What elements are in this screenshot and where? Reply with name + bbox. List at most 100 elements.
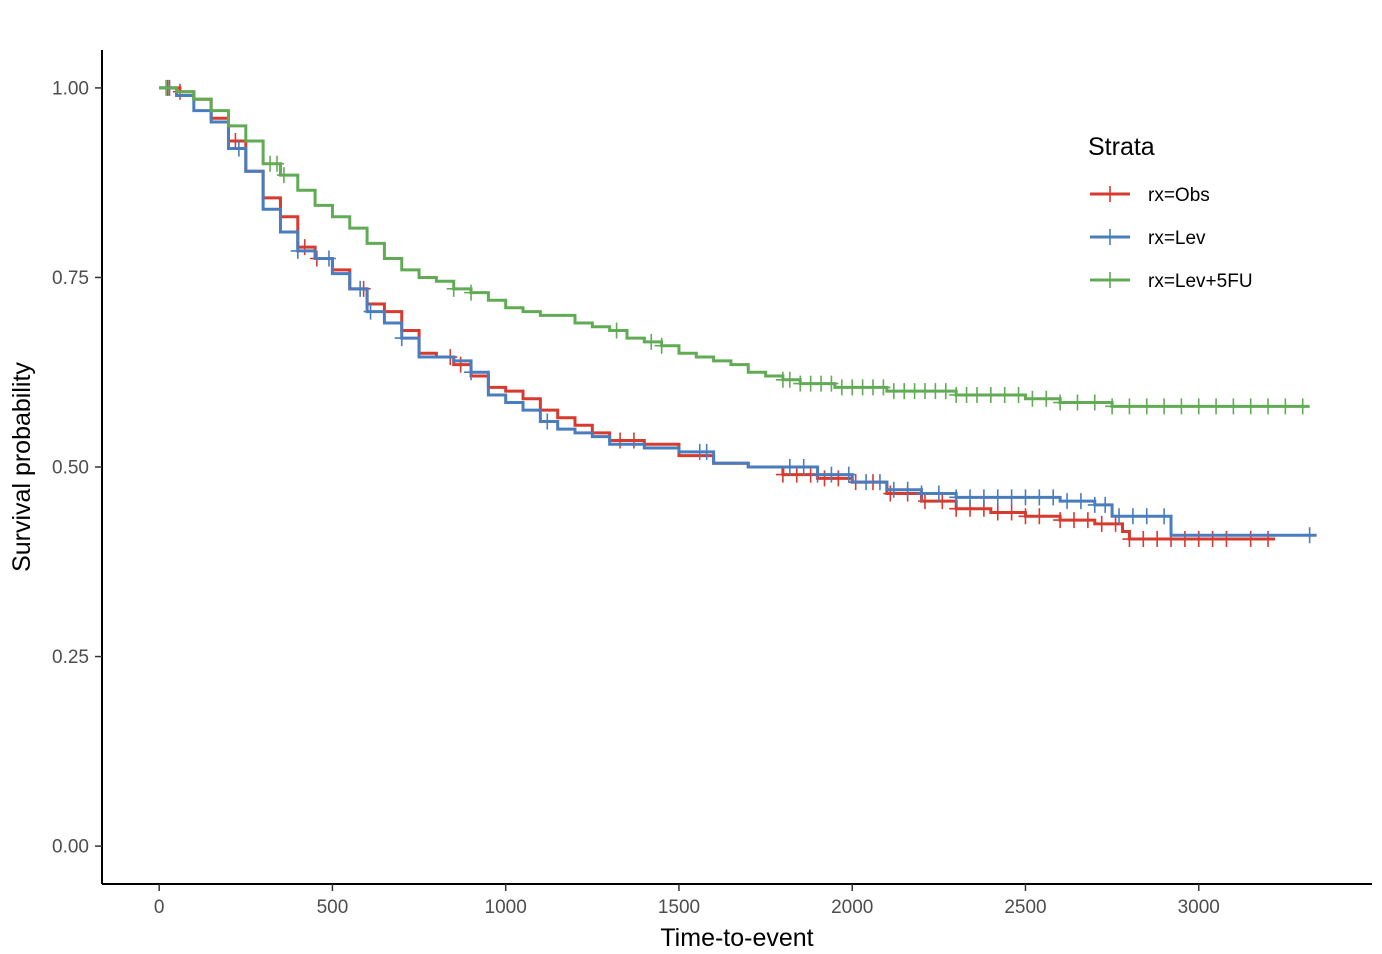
censor-mark	[464, 284, 479, 301]
censor-mark	[609, 322, 624, 339]
censor-mark	[782, 371, 797, 388]
y-axis-title: Survival probability	[8, 362, 36, 572]
axes-layer: 0 500 1000 1500 2000 2500 3000 0.00 0.25 0.50 0.75…	[8, 50, 1372, 952]
censor-mark	[464, 364, 479, 381]
censor-mark	[290, 242, 305, 259]
legend-label: rx=Obs	[1148, 185, 1210, 206]
y-tick-label: 0.75	[52, 268, 89, 289]
series-rx=Lev+5FU	[159, 79, 1310, 415]
censor-mark	[831, 470, 846, 487]
censor-mark	[872, 474, 887, 491]
censor-mark	[886, 481, 901, 498]
x-tick-label: 2000	[831, 897, 873, 918]
censor-mark	[1209, 398, 1224, 415]
censor-mark	[1139, 508, 1154, 525]
censor-mark	[1261, 398, 1276, 415]
censor-mark	[1094, 515, 1109, 532]
censor-mark	[949, 489, 964, 506]
censor-mark	[990, 504, 1005, 521]
censor-mark	[394, 330, 409, 347]
censor-mark	[1278, 398, 1293, 415]
censor-mark	[269, 155, 284, 172]
x-tick-label: 1000	[485, 897, 527, 918]
censor-mark	[824, 375, 839, 392]
x-tick-label: 1500	[658, 897, 700, 918]
censor-mark	[1018, 489, 1033, 506]
censor-mark	[824, 466, 839, 483]
censor-mark	[917, 493, 932, 510]
censor-mark	[1219, 531, 1234, 548]
censor-mark	[796, 459, 811, 475]
censor-mark	[1087, 394, 1102, 411]
censor-mark	[1243, 531, 1258, 548]
censor-mark	[613, 432, 628, 449]
legend-label: rx=Lev+5FU	[1148, 271, 1253, 292]
y-tick-label: 0.25	[52, 647, 89, 668]
censor-mark	[931, 485, 946, 502]
censor-mark	[1025, 390, 1040, 407]
y-tick-label: 1.00	[52, 78, 89, 99]
censor-mark	[1080, 512, 1095, 529]
censor-mark	[1177, 531, 1192, 548]
censor-mark	[775, 466, 790, 483]
censor-mark	[1191, 531, 1206, 548]
censor-mark	[699, 443, 714, 460]
censor-mark	[1136, 531, 1151, 548]
series-rx=Lev	[159, 79, 1317, 544]
censor-mark	[1112, 508, 1127, 525]
censor-mark	[446, 280, 461, 297]
legend-item-rx=Lev+5FU: rx=Lev+5FU	[1090, 271, 1253, 292]
legend: Strata rx=Obs rx=Lev rx=Lev+5FU	[1088, 133, 1253, 292]
censor-mark	[1205, 531, 1220, 548]
x-axis-title: Time-to-event	[660, 924, 813, 952]
censor-mark	[1191, 398, 1206, 415]
censor-mark	[1032, 508, 1047, 525]
censor-mark	[644, 333, 659, 350]
censor-mark	[1139, 398, 1154, 415]
censor-mark	[1004, 504, 1019, 521]
censor-mark	[1125, 508, 1140, 525]
censor-mark	[1157, 398, 1172, 415]
censor-mark	[1302, 527, 1317, 544]
censor-mark	[883, 485, 898, 502]
censor-mark	[540, 413, 555, 430]
censor-mark	[841, 466, 856, 483]
censor-mark	[782, 459, 797, 475]
censor-mark	[1122, 531, 1137, 548]
censor-mark	[1039, 390, 1054, 407]
censor-mark	[810, 466, 825, 483]
censor-mark	[1108, 515, 1123, 532]
y-tick-label: 0.00	[52, 837, 89, 858]
censor-mark	[1105, 398, 1120, 415]
censor-mark	[876, 379, 891, 396]
survival-curve-line	[159, 86, 1275, 541]
censor-mark	[1066, 512, 1081, 529]
censor-mark	[983, 386, 998, 403]
censor-mark	[1226, 398, 1241, 415]
x-tick-label: 2500	[1004, 897, 1046, 918]
censor-mark	[938, 383, 953, 400]
censor-mark	[363, 303, 378, 320]
censor-mark	[297, 239, 312, 256]
legend-item-rx=Obs: rx=Obs	[1090, 185, 1210, 206]
censor-mark	[321, 250, 336, 267]
legend-label: rx=Lev	[1148, 228, 1206, 249]
y-tick-label: 0.50	[52, 458, 89, 479]
censor-mark	[228, 132, 243, 149]
x-tick-label: 500	[317, 897, 349, 918]
censor-mark	[1046, 489, 1061, 506]
censor-mark	[453, 356, 468, 373]
x-tick-label: 3000	[1178, 897, 1220, 918]
censor-mark	[990, 489, 1005, 506]
censor-mark	[1150, 531, 1165, 548]
censor-mark	[1261, 531, 1276, 548]
censor-mark	[1157, 508, 1172, 525]
censor-mark	[1098, 496, 1113, 513]
censor-mark	[353, 280, 368, 297]
censor-mark	[859, 474, 874, 491]
censor-mark	[914, 485, 929, 502]
censor-mark	[976, 489, 991, 506]
censor-mark	[1243, 398, 1258, 415]
censor-mark	[1060, 493, 1075, 510]
